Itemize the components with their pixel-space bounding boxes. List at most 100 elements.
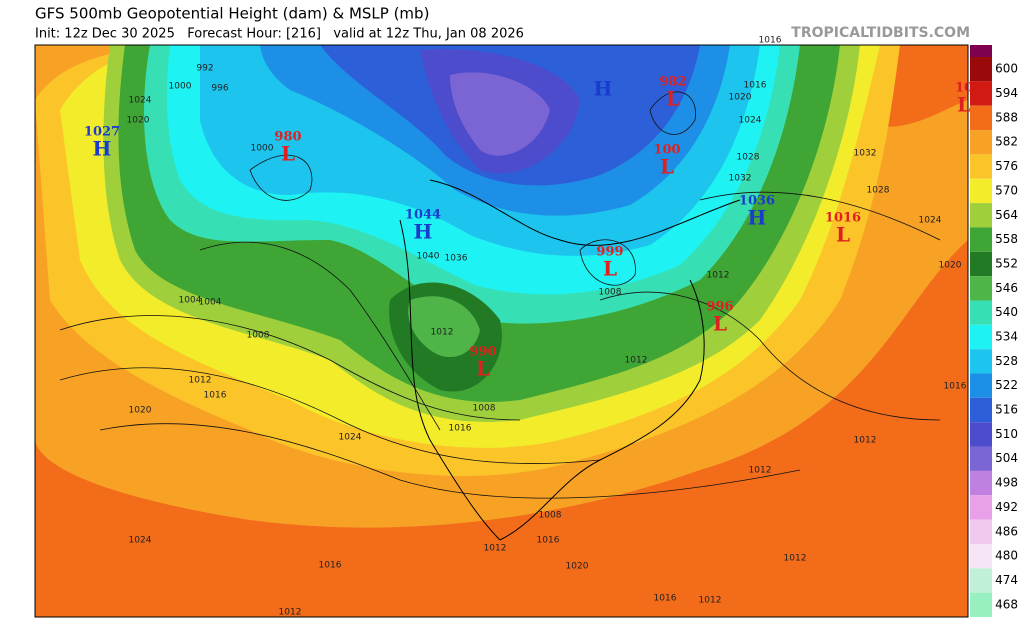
isobar-label: 1036	[445, 254, 468, 264]
center-letter: L	[957, 93, 971, 117]
colorbar-label: 582	[995, 135, 1018, 149]
colorbar-label: 558	[995, 232, 1018, 246]
isobar-label: 1016	[319, 561, 342, 571]
center-letter: L	[281, 142, 295, 166]
isobar-label: 1040	[417, 252, 440, 262]
center-pressure: 100	[653, 143, 680, 158]
colorbar-label: 588	[995, 110, 1018, 124]
title: GFS 500mb Geopotential Height (dam) & MS…	[35, 5, 429, 23]
isobar-label: 1012	[699, 596, 722, 606]
colorbar-cell	[970, 130, 992, 155]
center-pressure: 10	[955, 81, 973, 96]
center-letter: L	[660, 155, 674, 179]
isobar-label: 1016	[744, 81, 767, 91]
map	[34, 44, 969, 618]
source: TROPICALTIDBITS.COM	[791, 25, 970, 41]
colorbar-cell	[970, 105, 992, 131]
colorbar-label: 486	[995, 524, 1018, 538]
isobar-label: 1024	[919, 216, 942, 226]
colorbar-cell	[970, 349, 992, 374]
colorbar-label: 546	[995, 281, 1018, 295]
isobar-label: 1008	[599, 288, 622, 298]
colorbar-cell	[970, 446, 992, 471]
isobar-label: 1024	[739, 116, 762, 126]
colorbar-cell	[970, 373, 992, 398]
isobar-label: 1004	[199, 298, 222, 308]
isobar-label: 992	[196, 64, 213, 74]
colorbar-cell	[970, 251, 992, 277]
isobar-label: 1008	[247, 331, 270, 341]
isobar-label: 1020	[939, 261, 962, 271]
colorbar-cell	[970, 470, 992, 496]
isobar-label: 1024	[339, 433, 362, 443]
colorbar-label: 594	[995, 86, 1018, 100]
colorbar-label: 522	[995, 378, 1018, 392]
colorbar-cell	[970, 81, 992, 106]
center-letter: H	[93, 137, 112, 161]
isobar-label: 1016	[204, 391, 227, 401]
colorbar-label: 534	[995, 330, 1018, 344]
isobar-label: 1016	[537, 536, 560, 546]
isobar-labels: 992 996 1000 1004 1008 1012 1016 1020 1024 1024 10…	[127, 36, 967, 618]
isobar-label: 1012	[484, 544, 507, 554]
subtitle: Init: 12z Dec 30 2025 Forecast Hour: [21…	[35, 27, 524, 42]
isobar-label: 1012	[431, 328, 454, 338]
center-pressure: 996	[706, 300, 733, 315]
colorbar-cell	[970, 276, 992, 301]
center-pressure: 1016	[825, 211, 861, 226]
isobar-label: 1000	[169, 82, 192, 92]
colorbar-cell	[970, 495, 992, 520]
colorbar-label: 600	[995, 62, 1018, 76]
colorbar-cell	[970, 154, 992, 179]
isobar-label: 1024	[129, 536, 152, 546]
isobar-label: 1008	[473, 404, 496, 414]
center-letter: L	[476, 357, 490, 381]
colorbar: 600 594 588 582 576 570 564 558 552 546 540 534 528 5…	[970, 45, 1018, 617]
center-letter: L	[666, 87, 680, 111]
colorbar-label: 510	[995, 427, 1018, 441]
isobar-label: 1012	[784, 554, 807, 564]
isobar-label: 1020	[129, 406, 152, 416]
center-pressure: 982	[659, 75, 686, 90]
isobar-label: 1000	[251, 144, 274, 154]
center-letter: L	[603, 257, 617, 281]
isobar-label: 1004	[179, 296, 202, 306]
center-pressure: 1036	[739, 194, 775, 209]
colorbar-label: 576	[995, 159, 1018, 173]
center-pressure: 1027	[84, 125, 120, 140]
colorbar-label: 570	[995, 183, 1018, 197]
colorbar-label: 480	[995, 549, 1018, 563]
colorbar-cell	[970, 519, 992, 544]
center-letter: L	[713, 312, 727, 336]
colorbar-cell	[970, 422, 992, 447]
center-pressure: 999	[596, 245, 623, 260]
colorbar-label: 468	[995, 597, 1018, 611]
isobar-label: 1016	[654, 594, 677, 604]
colorbar-cell	[970, 592, 992, 617]
isobar-label: 1020	[566, 562, 589, 572]
colorbar-label: 492	[995, 500, 1018, 514]
isobar-label: 1016	[944, 382, 967, 392]
center-letter: H	[594, 77, 613, 101]
isobar-label: 1028	[737, 153, 760, 163]
colorbar-cell	[970, 57, 992, 82]
colorbar-label: 540	[995, 305, 1018, 319]
isobar-label: 1024	[129, 96, 152, 106]
isobar-label: 1012	[707, 271, 730, 281]
colorbar-cell	[970, 203, 992, 228]
isobar-label: 1020	[127, 116, 150, 126]
colorbar-cell	[970, 178, 992, 204]
colorbar-label: 504	[995, 451, 1018, 465]
center-pressure: 1044	[405, 208, 441, 223]
colorbar-cell	[970, 227, 992, 252]
colorbar-cell	[970, 324, 992, 350]
colorbar-cell	[970, 300, 992, 325]
colorbar-cell	[970, 543, 992, 569]
colorbar-cell	[970, 397, 992, 423]
isobar-label: 1016	[759, 36, 782, 46]
center-pressure: 980	[274, 130, 301, 145]
isobar-label: 1012	[279, 608, 302, 618]
isobar-label: 1012	[189, 376, 212, 386]
isobar-label: 1032	[854, 149, 877, 159]
isobar-label: 1016	[449, 424, 472, 434]
